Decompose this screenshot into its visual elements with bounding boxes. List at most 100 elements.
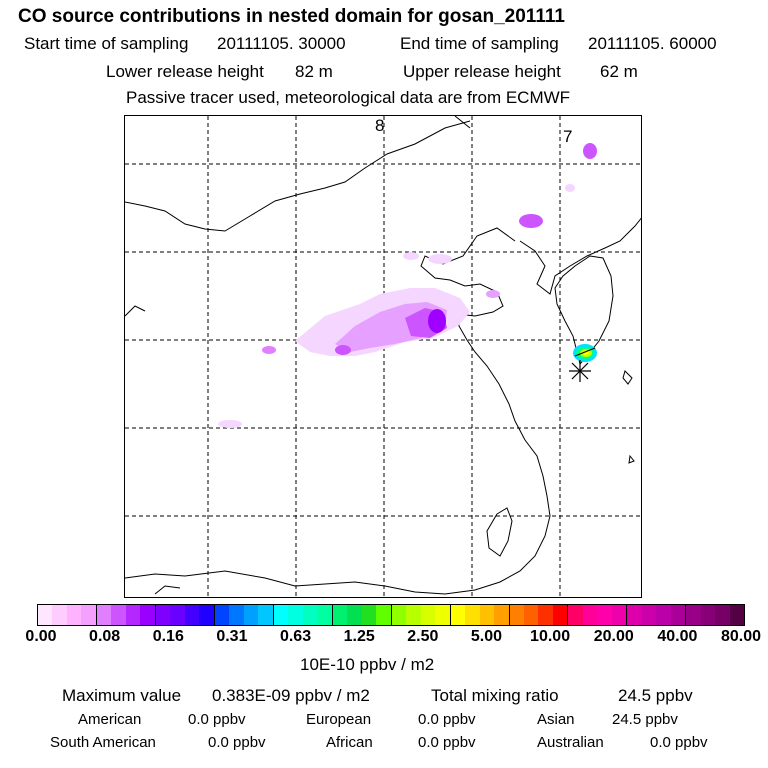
color-swatch [715,605,730,625]
color-swatch [229,605,244,625]
color-swatch [184,605,200,625]
south-american-label: South American [50,734,156,751]
map-panel[interactable]: 8 7 [124,115,642,598]
australian-label: Australian [537,734,604,751]
plume-spot-d [583,143,597,159]
concentration-plume [218,143,597,428]
plume-spot-i [218,420,242,428]
color-swatch [552,605,569,625]
color-scale-bar [37,604,745,626]
color-scale-tick-label: 40.00 [657,628,698,645]
color-swatch [140,605,156,625]
color-scale-tick-label: 2.50 [407,628,439,645]
color-scale-tick-label: 20.00 [593,628,634,645]
color-swatch [347,605,362,625]
color-scale-tick-label: 5.00 [470,628,503,645]
color-swatch [656,605,671,625]
color-swatch [214,605,230,625]
color-swatch [38,605,53,625]
african-value: 0.0 ppbv [418,734,476,751]
european-label: European [306,711,372,728]
color-swatch [243,605,259,625]
map-canvas [125,116,641,597]
color-swatch [700,605,716,625]
american-label: American [78,711,142,728]
color-swatch [611,605,628,625]
lower-height-value: 82 m [295,62,333,81]
color-swatch [317,605,333,625]
color-swatch [450,605,466,625]
color-swatch [332,605,348,625]
grid-label-7: 7 [563,127,573,146]
color-scale-tick-label: 10.00 [530,628,571,645]
upper-height-value: 62 m [600,62,638,81]
color-swatch [52,605,67,625]
color-scale-tick-label: 0.00 [25,628,57,645]
color-scale-tick-label: 1.25 [343,628,375,645]
end-time-label: End time of sampling [400,34,559,53]
color-swatch [81,605,97,625]
color-swatch [406,605,421,625]
color-swatch [170,605,185,625]
graticule [125,116,641,597]
color-swatch [96,605,112,625]
color-swatch [273,605,289,625]
color-swatch [582,605,598,625]
color-scale-tick-label: 0.08 [89,628,121,645]
color-swatch [258,605,274,625]
lower-height-label: Lower release height [106,62,264,81]
color-swatch [670,605,687,625]
total-mixing-label: Total mixing ratio [431,686,559,705]
plot-title: CO source contributions in nested domain… [18,6,565,27]
color-scale-ticks: 0.00 0.08 0.16 0.31 0.63 1.25 2.50 5.00 10.00 20.… [0,628,768,650]
color-swatch [538,605,553,625]
start-time-label: Start time of sampling [24,34,189,53]
end-time-value: 20111105. 60000 [588,34,717,53]
receptor-marker-icon [569,360,591,382]
plume-core [428,309,446,333]
color-swatch [155,605,171,625]
upper-height-label: Upper release height [403,62,561,81]
start-time-value: 20111105. 30000 [217,34,346,53]
color-swatch [420,605,436,625]
african-label: African [326,734,373,751]
color-swatch [302,605,318,625]
color-swatch [376,605,392,625]
total-mixing-value: 24.5 ppbv [618,686,693,705]
receptor-hotspot [573,344,597,362]
american-value: 0.0 ppbv [188,711,246,728]
color-swatch [523,605,539,625]
color-swatch [125,605,141,625]
plume-spot-a [335,345,351,355]
color-scale-tick-label: 0.63 [279,628,312,645]
color-scale-units: 10E-10 ppbv / m2 [300,655,435,674]
asian-label: Asian [537,711,575,728]
tracer-note: Passive tracer used, meteorological data… [126,88,571,107]
grid-label-8: 8 [375,116,385,135]
color-swatch [729,605,745,625]
plume-spot-e [428,254,452,264]
asian-value: 24.5 ppbv [612,711,678,728]
color-swatch [479,605,495,625]
plume-spot-b [262,346,276,354]
plume-spot-h [565,184,575,192]
australian-value: 0.0 ppbv [650,734,708,751]
color-swatch [641,605,657,625]
max-value: 0.383E-09 ppbv / m2 [212,686,370,705]
color-swatch [568,605,583,625]
color-scale-tick-label: 0.31 [216,628,248,645]
color-swatch [361,605,377,625]
south-american-value: 0.0 ppbv [208,734,266,751]
plume-spot-f [403,252,419,260]
color-swatch [627,605,642,625]
color-swatch [391,605,407,625]
plume-spot-c [519,214,543,228]
color-swatch [686,605,701,625]
plume-spot-g [486,290,500,298]
color-swatch [66,605,82,625]
color-swatch [435,605,451,625]
color-scale-tick-label: 0.16 [152,628,184,645]
color-swatch [509,605,524,625]
color-swatch [288,605,303,625]
color-swatch [597,605,612,625]
